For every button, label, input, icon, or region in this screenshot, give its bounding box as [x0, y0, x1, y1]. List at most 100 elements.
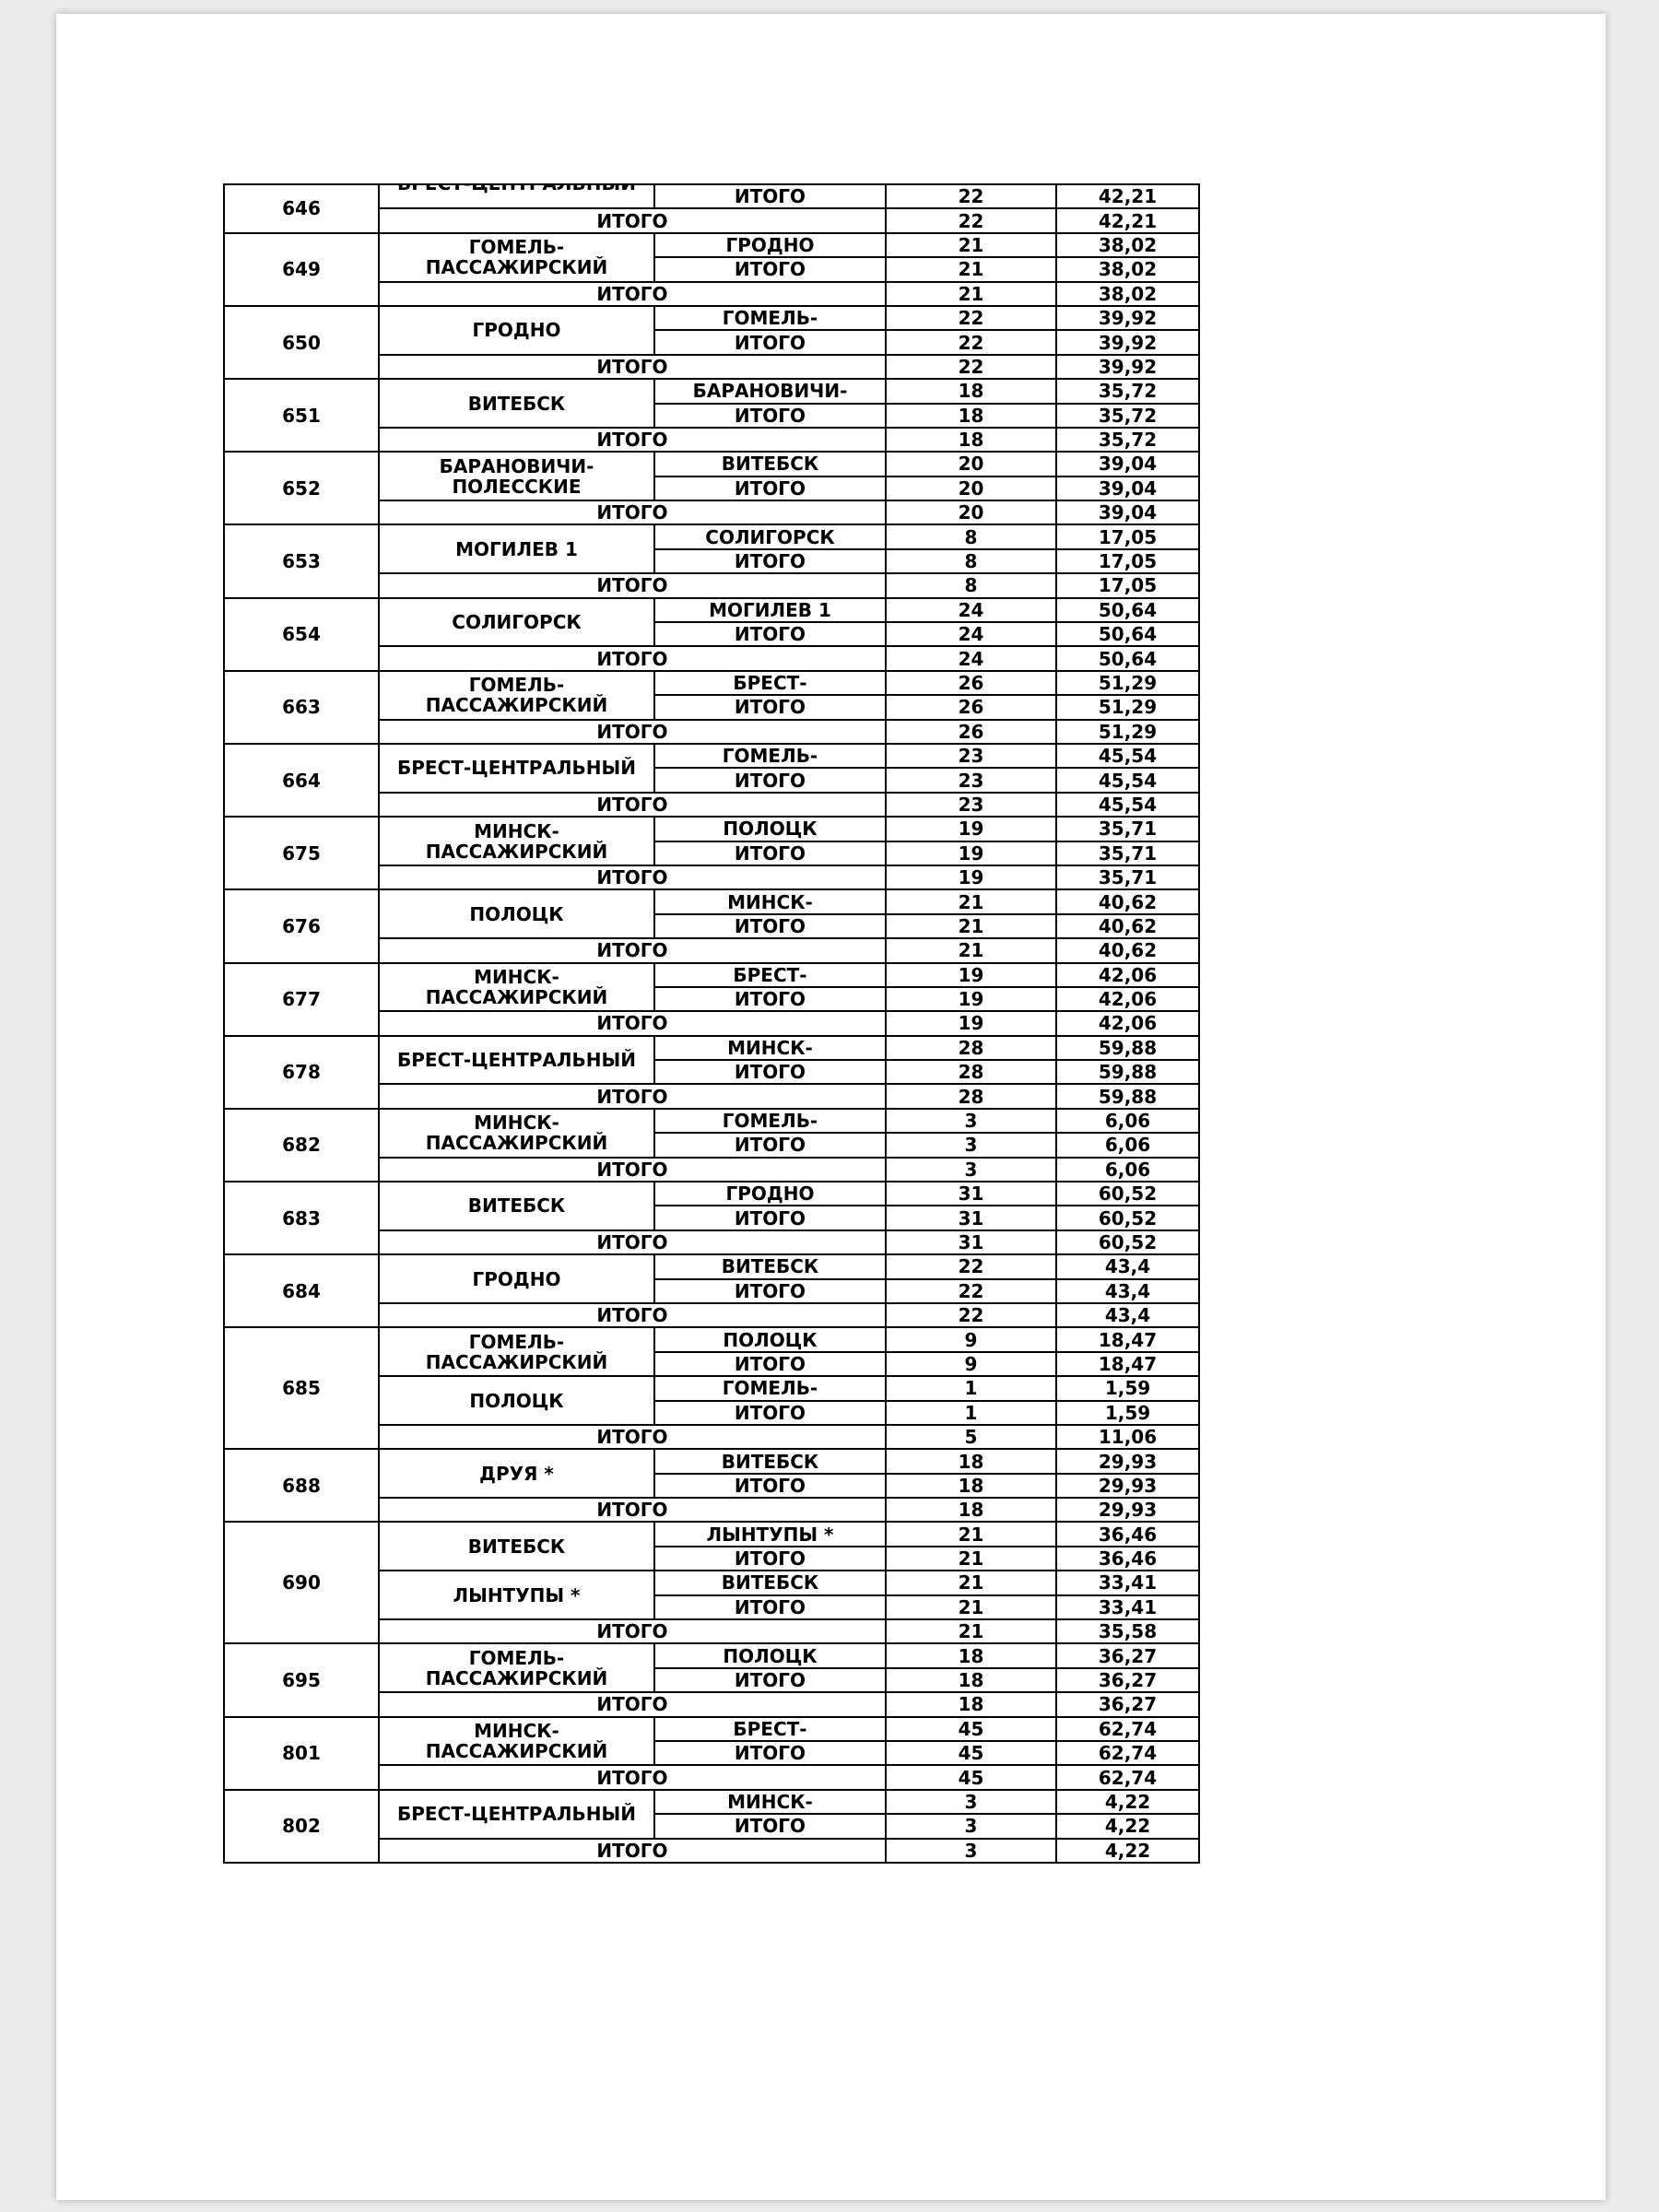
- count: 18: [885, 402, 1057, 429]
- total-count: 22: [885, 353, 1057, 381]
- table-row: 688 ДРУЯ * ВИТЕБСК 18 29,93: [223, 1448, 1200, 1524]
- amount: 50,64: [1055, 596, 1200, 624]
- destination: ИТОГО: [653, 840, 887, 866]
- total-row: ИТОГО 22 43,4: [224, 1301, 1200, 1329]
- total-amount: 62,74: [1055, 1764, 1200, 1791]
- table-row: ИТОГО 23 45,54: [224, 767, 1200, 794]
- station-name: ГОМЕЛЬ- ПАССАЖИРСКИЙ: [378, 1642, 655, 1694]
- total-label: ИТОГО: [378, 353, 887, 381]
- total-count: 19: [885, 864, 1057, 891]
- amount: 42,21: [1055, 182, 1200, 210]
- amount: 33,41: [1055, 1570, 1200, 1596]
- table-row: ИТОГО 45 62,74: [224, 1739, 1200, 1767]
- total-label: ИТОГО: [378, 426, 887, 453]
- amount: 38,02: [1055, 231, 1200, 259]
- count: 23: [885, 742, 1057, 770]
- destination: ИТОГО: [653, 985, 887, 1013]
- total-count: 24: [885, 645, 1057, 672]
- station-name: МИНСК- ПАССАЖИРСКИЙ: [378, 1107, 655, 1159]
- table-row: 652 БАРАНОВИЧИ- ПОЛЕССКИЕ ВИТЕБСК 20 39,04: [223, 451, 1200, 526]
- table-row: 663 ГОМЕЛЬ- ПАССАЖИРСКИЙ БРЕСТ- 26 51,29: [223, 669, 1200, 745]
- table-row: 653 МОГИЛЕВ 1 СОЛИГОРСК 8 17,05: [223, 524, 1200, 599]
- total-label: ИТОГО: [378, 1497, 887, 1524]
- total-count: 21: [885, 1618, 1057, 1645]
- table-row: 678 БРЕСТ-ЦЕНТРАЛЬНЫЙ МИНСК- 28 59,88: [223, 1034, 1200, 1110]
- total-count: 21: [885, 937, 1057, 964]
- amount: 35,72: [1055, 402, 1200, 429]
- total-amount: 35,71: [1055, 864, 1200, 891]
- count: 45: [885, 1739, 1057, 1767]
- table-row: ИТОГО 18 35,72: [224, 402, 1200, 429]
- destination: ИТОГО: [653, 1277, 887, 1304]
- count: 3: [885, 1813, 1057, 1840]
- table-row: ЛЫНТУПЫ * ВИТЕБСК 21 33,41: [224, 1570, 1200, 1621]
- total-count: 45: [885, 1764, 1057, 1791]
- total-count: 8: [885, 572, 1057, 599]
- amount: 60,52: [1055, 1205, 1200, 1231]
- amount: 39,92: [1055, 329, 1200, 356]
- total-amount: 59,88: [1055, 1083, 1200, 1110]
- total-amount: 40,62: [1055, 937, 1200, 964]
- train-number: 678: [223, 1034, 380, 1110]
- destination: ИТОГО: [653, 1059, 887, 1086]
- total-amount: 39,04: [1055, 500, 1200, 526]
- total-label: ИТОГО: [378, 500, 887, 526]
- amount: 60,52: [1055, 1181, 1200, 1207]
- table-row: 646БРЕСТ-ЦЕНТРАЛЬНЫЙИТОГО2242,21: [223, 182, 1200, 234]
- table-row: 684 ГРОДНО ВИТЕБСК 22 43,4: [223, 1253, 1200, 1329]
- total-row: ИТОГО 8 17,05: [224, 572, 1200, 599]
- amount: 4,22: [1055, 1788, 1200, 1816]
- count: 45: [885, 1715, 1057, 1743]
- total-row: ИТОГО 20 39,04: [224, 500, 1200, 526]
- count: 21: [885, 1594, 1057, 1621]
- amount: 35,71: [1055, 816, 1200, 842]
- station-name: МИНСК- ПАССАЖИРСКИЙ: [378, 1715, 655, 1767]
- table-row: 664 БРЕСТ-ЦЕНТРАЛЬНЫЙ ГОМЕЛЬ- 23 45,54: [223, 742, 1200, 818]
- count: 24: [885, 596, 1057, 624]
- train-number: 684: [223, 1253, 380, 1329]
- amount: 29,93: [1055, 1448, 1200, 1475]
- count: 3: [885, 1132, 1057, 1159]
- table-row: ИТОГО 21 38,02: [224, 256, 1200, 283]
- amount: 36,46: [1055, 1545, 1200, 1572]
- total-count: 21: [885, 280, 1057, 307]
- amount: 4,22: [1055, 1813, 1200, 1840]
- train-number: 676: [223, 888, 380, 964]
- count: 20: [885, 451, 1057, 477]
- total-label: ИТОГО: [378, 791, 887, 818]
- destination: ПОЛОЦК: [653, 1326, 887, 1353]
- train-number: 649: [223, 231, 380, 307]
- total-amount: 4,22: [1055, 1837, 1200, 1864]
- amount: 18,47: [1055, 1350, 1200, 1378]
- amount: 17,05: [1055, 524, 1200, 550]
- table-row: ИТОГО 1 1,59: [224, 1399, 1200, 1426]
- destination: СОЛИГОРСК: [653, 524, 887, 550]
- destination: ВИТЕБСК: [653, 1570, 887, 1596]
- table-row: ИТОГО 20 39,04: [224, 475, 1200, 502]
- total-row: ИТОГО 21 40,62: [224, 937, 1200, 964]
- count: 3: [885, 1107, 1057, 1135]
- count: 18: [885, 1472, 1057, 1500]
- destination: ВИТЕБСК: [653, 451, 887, 477]
- total-amount: 50,64: [1055, 645, 1200, 672]
- total-label: ИТОГО: [378, 280, 887, 307]
- count: 20: [885, 475, 1057, 502]
- train-number: 695: [223, 1642, 380, 1718]
- destination: ИТОГО: [653, 1399, 887, 1426]
- amount: 36,27: [1055, 1666, 1200, 1694]
- amount: 40,62: [1055, 912, 1200, 940]
- amount: 59,88: [1055, 1059, 1200, 1086]
- count: 21: [885, 231, 1057, 259]
- train-number: 683: [223, 1181, 380, 1256]
- amount: 42,06: [1055, 961, 1200, 988]
- count: 24: [885, 621, 1057, 648]
- amount: 51,29: [1055, 694, 1200, 721]
- train-number: 675: [223, 816, 380, 891]
- count: 23: [885, 767, 1057, 794]
- station-name: МИНСК- ПАССАЖИРСКИЙ: [378, 816, 655, 866]
- routes-table: 646БРЕСТ-ЦЕНТРАЛЬНЫЙИТОГО2242,21ИТОГО224…: [223, 182, 1200, 1864]
- total-amount: 43,4: [1055, 1301, 1200, 1329]
- amount: 39,04: [1055, 451, 1200, 477]
- station-name: ГОМЕЛЬ- ПАССАЖИРСКИЙ: [378, 669, 655, 721]
- table-row: 677 МИНСК- ПАССАЖИРСКИЙ БРЕСТ- 19 42,06: [223, 961, 1200, 1037]
